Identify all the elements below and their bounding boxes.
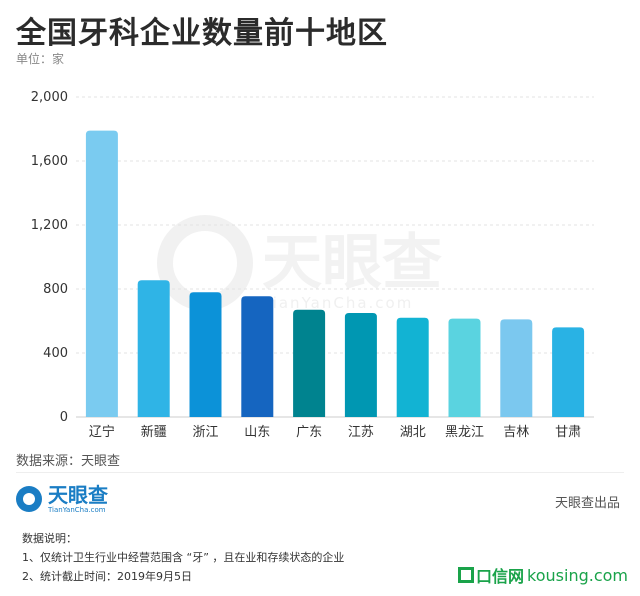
y-tick-label: 400	[43, 346, 68, 361]
x-tick-label: 辽宁	[89, 424, 115, 440]
unit-label: 单位：家	[16, 52, 65, 66]
bar	[137, 280, 170, 417]
notes-title: 数据说明：	[22, 532, 77, 545]
y-tick-label: 0	[60, 410, 68, 425]
site-watermark: 口信网 kousing.com	[458, 563, 628, 587]
bar	[241, 296, 274, 417]
x-tick-label: 湖北	[400, 425, 426, 440]
x-tick-label: 黑龙江	[445, 425, 484, 440]
data-source: 数据来源：天眼查	[16, 454, 121, 469]
bar	[85, 130, 118, 417]
x-tick-label: 广东	[296, 425, 322, 440]
bar	[552, 327, 585, 417]
tianyancha-logo-icon	[16, 486, 42, 512]
bar	[189, 292, 222, 417]
note-2: 2、统计截止时间：2019年9月5日	[22, 570, 192, 583]
x-tick-label: 浙江	[192, 425, 218, 440]
x-tick-label: 山东	[244, 425, 270, 440]
bar	[448, 318, 481, 417]
produced-by: 天眼查出品	[554, 496, 620, 511]
bar	[500, 319, 533, 417]
x-tick-label: 吉林	[503, 425, 529, 440]
note-1: 1、仅统计卫生行业中经营范围含 “牙” ，且在业和存续状态的企业	[22, 551, 345, 564]
bar	[396, 317, 429, 417]
logo-text: 天眼查	[48, 482, 108, 507]
bar	[293, 309, 326, 417]
watermark-domain: TianYanCha.com	[261, 294, 413, 312]
y-tick-label: 1,200	[31, 218, 68, 233]
x-tick-label: 新疆	[141, 424, 167, 440]
logo-domain: TianYanCha.com	[48, 505, 106, 514]
bar	[344, 313, 377, 417]
x-tick-label: 甘肃	[555, 425, 581, 440]
tianyancha-logo: 天眼查 TianYanCha.com	[16, 484, 108, 514]
divider	[16, 472, 624, 473]
y-tick-label: 1,600	[31, 154, 68, 169]
y-tick-label: 800	[43, 282, 68, 297]
site-watermark-en: kousing.com	[527, 565, 628, 585]
x-tick-label: 江苏	[348, 424, 374, 440]
watermark-text: 天眼查	[262, 228, 442, 298]
site-watermark-cn: 口信网	[476, 567, 525, 586]
y-tick-label: 2,000	[31, 90, 68, 105]
watermark-logo-icon	[157, 215, 253, 311]
kousing-logo-icon	[458, 567, 475, 583]
chart-title: 全国牙科企业数量前十地区	[16, 16, 388, 51]
